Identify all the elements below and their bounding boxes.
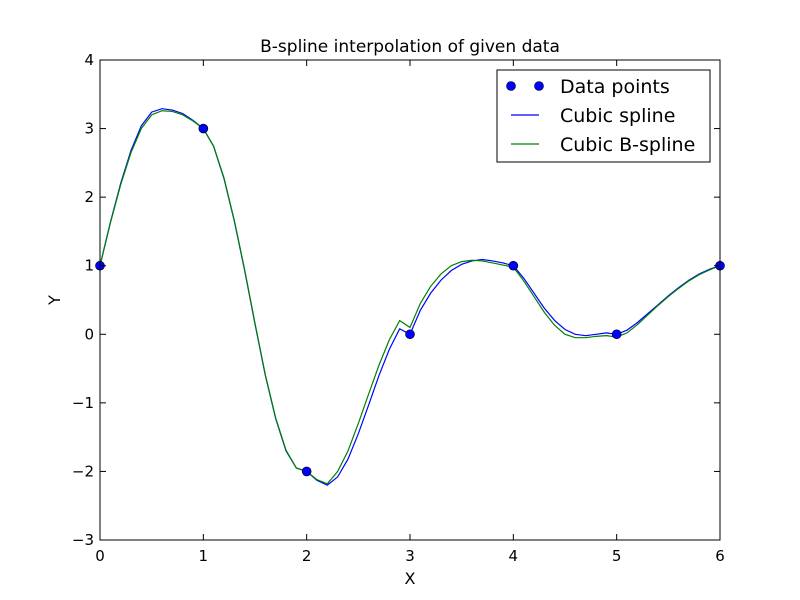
y-tick-label: 4 (84, 51, 94, 69)
y-tick-label: 2 (84, 188, 94, 206)
series-line-cubic-b-spline (99, 110, 721, 485)
legend-marker (506, 81, 516, 91)
y-tick-label: −3 (72, 531, 94, 549)
x-tick-label: 1 (199, 547, 209, 565)
x-axis-label: X (405, 569, 416, 588)
data-point (405, 329, 415, 340)
chart-title: B-spline interpolation of given data (260, 37, 560, 57)
y-axis-label: Y (45, 295, 64, 306)
x-tick-label: 0 (95, 547, 105, 565)
legend-label: Cubic B-spline (560, 134, 695, 156)
legend: Data points Cubic spline Cubic B-spline (496, 69, 711, 163)
legend-label: Cubic spline (560, 105, 675, 127)
x-tick-label: 3 (405, 547, 415, 565)
x-tick-label: 4 (509, 547, 519, 565)
x-axis-ticks: 0 1 2 3 4 5 6 (95, 60, 725, 565)
data-point (611, 329, 622, 340)
axes-frame (99, 59, 721, 541)
data-point (508, 260, 519, 271)
series-line-cubic-spline (99, 108, 721, 486)
x-tick-label: 2 (302, 547, 312, 565)
plot-area (95, 108, 725, 486)
data-point (301, 466, 312, 477)
y-tick-label: 0 (84, 325, 94, 343)
x-tick-label: 6 (715, 547, 725, 565)
legend-label: Data points (560, 76, 670, 98)
y-tick-label: 1 (84, 257, 94, 275)
y-tick-label: −2 (72, 462, 94, 480)
x-tick-label: 5 (612, 547, 622, 565)
legend-marker (534, 81, 544, 91)
legend-box (496, 69, 711, 163)
y-tick-label: −1 (72, 394, 94, 412)
y-tick-label: 3 (84, 120, 94, 138)
data-point (198, 123, 209, 134)
